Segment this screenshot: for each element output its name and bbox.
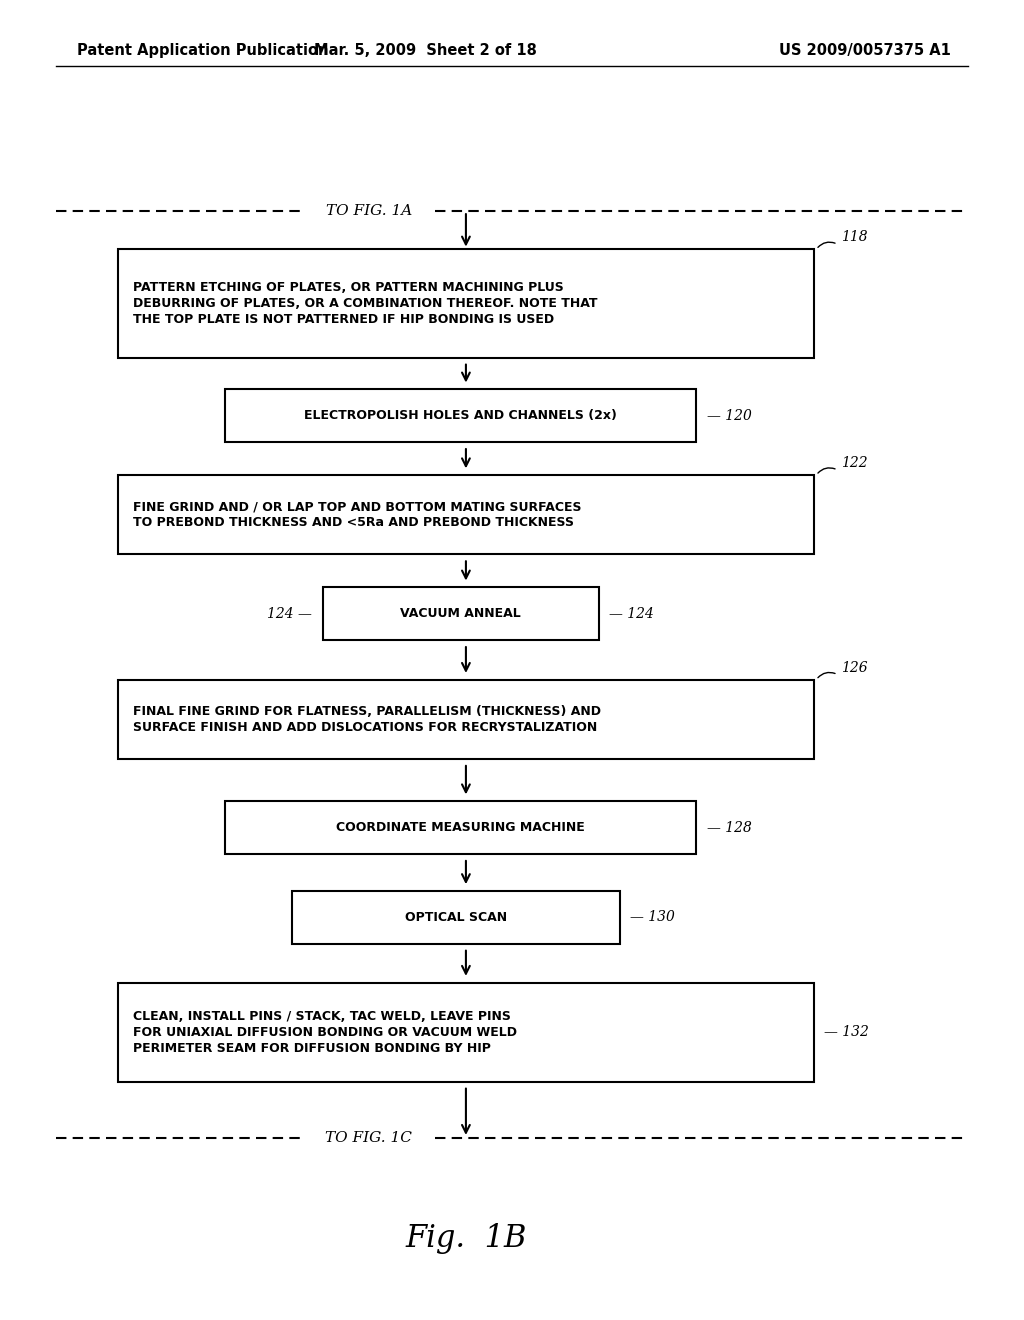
Text: Fig.  1B: Fig. 1B: [406, 1222, 526, 1254]
Text: 118: 118: [841, 230, 867, 244]
Text: TO FIG. 1A: TO FIG. 1A: [326, 205, 412, 218]
Text: Mar. 5, 2009  Sheet 2 of 18: Mar. 5, 2009 Sheet 2 of 18: [313, 42, 537, 58]
Text: COORDINATE MEASURING MACHINE: COORDINATE MEASURING MACHINE: [337, 821, 585, 834]
Text: — 120: — 120: [707, 409, 752, 422]
Text: OPTICAL SCAN: OPTICAL SCAN: [404, 911, 507, 924]
Text: CLEAN, INSTALL PINS / STACK, TAC WELD, LEAVE PINS
FOR UNIAXIAL DIFFUSION BONDING: CLEAN, INSTALL PINS / STACK, TAC WELD, L…: [133, 1010, 517, 1055]
Text: US 2009/0057375 A1: US 2009/0057375 A1: [779, 42, 951, 58]
Bar: [292, 891, 620, 944]
Bar: [118, 680, 814, 759]
Text: TO FIG. 1C: TO FIG. 1C: [326, 1131, 412, 1144]
Bar: [118, 249, 814, 358]
Text: 124 —: 124 —: [267, 607, 312, 620]
Text: 126: 126: [841, 660, 867, 675]
Text: PATTERN ETCHING OF PLATES, OR PATTERN MACHINING PLUS
DEBURRING OF PLATES, OR A C: PATTERN ETCHING OF PLATES, OR PATTERN MA…: [133, 281, 598, 326]
Text: Patent Application Publication: Patent Application Publication: [77, 42, 329, 58]
Text: — 124: — 124: [609, 607, 654, 620]
Bar: [225, 801, 696, 854]
Bar: [118, 475, 814, 554]
Bar: [323, 587, 599, 640]
Bar: [118, 982, 814, 1082]
Text: — 130: — 130: [630, 911, 675, 924]
Text: 122: 122: [841, 455, 867, 470]
Text: VACUUM ANNEAL: VACUUM ANNEAL: [400, 607, 521, 620]
Text: ELECTROPOLISH HOLES AND CHANNELS (2x): ELECTROPOLISH HOLES AND CHANNELS (2x): [304, 409, 617, 422]
Text: — 128: — 128: [707, 821, 752, 834]
Text: FINE GRIND AND / OR LAP TOP AND BOTTOM MATING SURFACES
TO PREBOND THICKNESS AND : FINE GRIND AND / OR LAP TOP AND BOTTOM M…: [133, 500, 582, 529]
Text: FINAL FINE GRIND FOR FLATNESS, PARALLELISM (THICKNESS) AND
SURFACE FINISH AND AD: FINAL FINE GRIND FOR FLATNESS, PARALLELI…: [133, 705, 601, 734]
Text: — 132: — 132: [824, 1026, 869, 1039]
Bar: [225, 389, 696, 442]
